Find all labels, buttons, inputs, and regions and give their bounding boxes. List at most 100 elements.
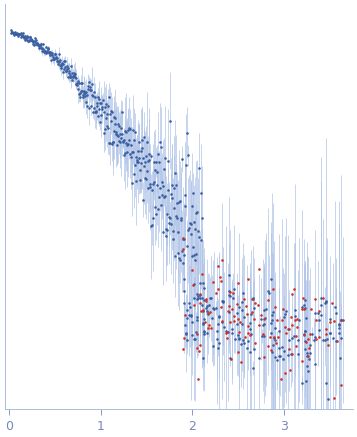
Point <box>29 37 34 44</box>
Point <box>183 331 189 338</box>
Point <box>200 354 206 361</box>
Point <box>116 138 122 145</box>
Point <box>43 44 49 51</box>
Point <box>19 31 24 38</box>
Point <box>247 349 253 356</box>
Point <box>126 125 132 132</box>
Point <box>90 80 95 87</box>
Point <box>240 290 246 297</box>
Point <box>179 155 185 162</box>
Point <box>165 226 170 233</box>
Point <box>121 151 126 158</box>
Point <box>337 355 343 362</box>
Point <box>141 162 147 169</box>
Point <box>51 55 57 62</box>
Point <box>113 131 119 138</box>
Point <box>160 192 165 199</box>
Point <box>42 49 47 55</box>
Point <box>282 347 287 354</box>
Point <box>286 346 292 353</box>
Point <box>59 60 65 67</box>
Point <box>64 62 70 69</box>
Point <box>8 27 14 34</box>
Point <box>96 112 101 119</box>
Point <box>191 295 196 302</box>
Point <box>117 139 122 146</box>
Point <box>213 305 219 312</box>
Point <box>221 323 226 330</box>
Point <box>308 305 314 312</box>
Point <box>128 141 134 148</box>
Point <box>145 184 151 191</box>
Point <box>265 342 271 349</box>
Point <box>240 336 246 343</box>
Point <box>234 310 240 317</box>
Point <box>75 86 81 93</box>
Point <box>161 194 167 201</box>
Point <box>244 310 250 317</box>
Point <box>236 328 242 335</box>
Point <box>30 39 35 46</box>
Point <box>63 67 69 74</box>
Point <box>28 37 34 44</box>
Point <box>312 295 317 302</box>
Point <box>201 285 207 292</box>
Point <box>131 170 137 177</box>
Point <box>242 313 247 320</box>
Point <box>13 31 19 38</box>
Point <box>154 169 160 176</box>
Point <box>114 142 120 149</box>
Point <box>188 312 194 319</box>
Point <box>312 361 317 368</box>
Point <box>12 31 17 38</box>
Point <box>234 300 240 307</box>
Point <box>302 337 307 344</box>
Point <box>86 78 92 85</box>
Point <box>265 288 271 295</box>
Point <box>260 331 266 338</box>
Point <box>94 100 100 107</box>
Point <box>243 302 248 309</box>
Point <box>62 64 67 71</box>
Point <box>125 140 131 147</box>
Point <box>267 334 273 341</box>
Point <box>95 103 100 110</box>
Point <box>151 159 157 166</box>
Point <box>208 325 214 332</box>
Point <box>218 277 224 284</box>
Point <box>140 155 146 162</box>
Point <box>27 34 33 41</box>
Point <box>132 162 138 169</box>
Point <box>176 199 182 206</box>
Point <box>182 235 187 242</box>
Point <box>183 329 189 336</box>
Point <box>9 29 14 36</box>
Point <box>245 323 251 330</box>
Point <box>209 315 215 322</box>
Point <box>237 319 242 326</box>
Point <box>316 317 322 324</box>
Point <box>191 302 197 309</box>
Point <box>249 309 255 316</box>
Point <box>92 104 97 111</box>
Point <box>250 296 256 303</box>
Point <box>200 320 205 327</box>
Point <box>318 295 324 302</box>
Point <box>323 299 328 306</box>
Point <box>261 353 267 360</box>
Point <box>48 56 54 63</box>
Point <box>305 367 311 374</box>
Point <box>155 151 161 158</box>
Point <box>208 295 214 302</box>
Point <box>177 254 182 261</box>
Point <box>191 280 196 287</box>
Point <box>227 319 233 326</box>
Point <box>186 224 192 231</box>
Point <box>261 332 267 339</box>
Point <box>245 338 251 345</box>
Point <box>198 189 203 196</box>
Point <box>301 302 307 309</box>
Point <box>277 352 283 359</box>
Point <box>201 280 206 287</box>
Point <box>270 348 275 355</box>
